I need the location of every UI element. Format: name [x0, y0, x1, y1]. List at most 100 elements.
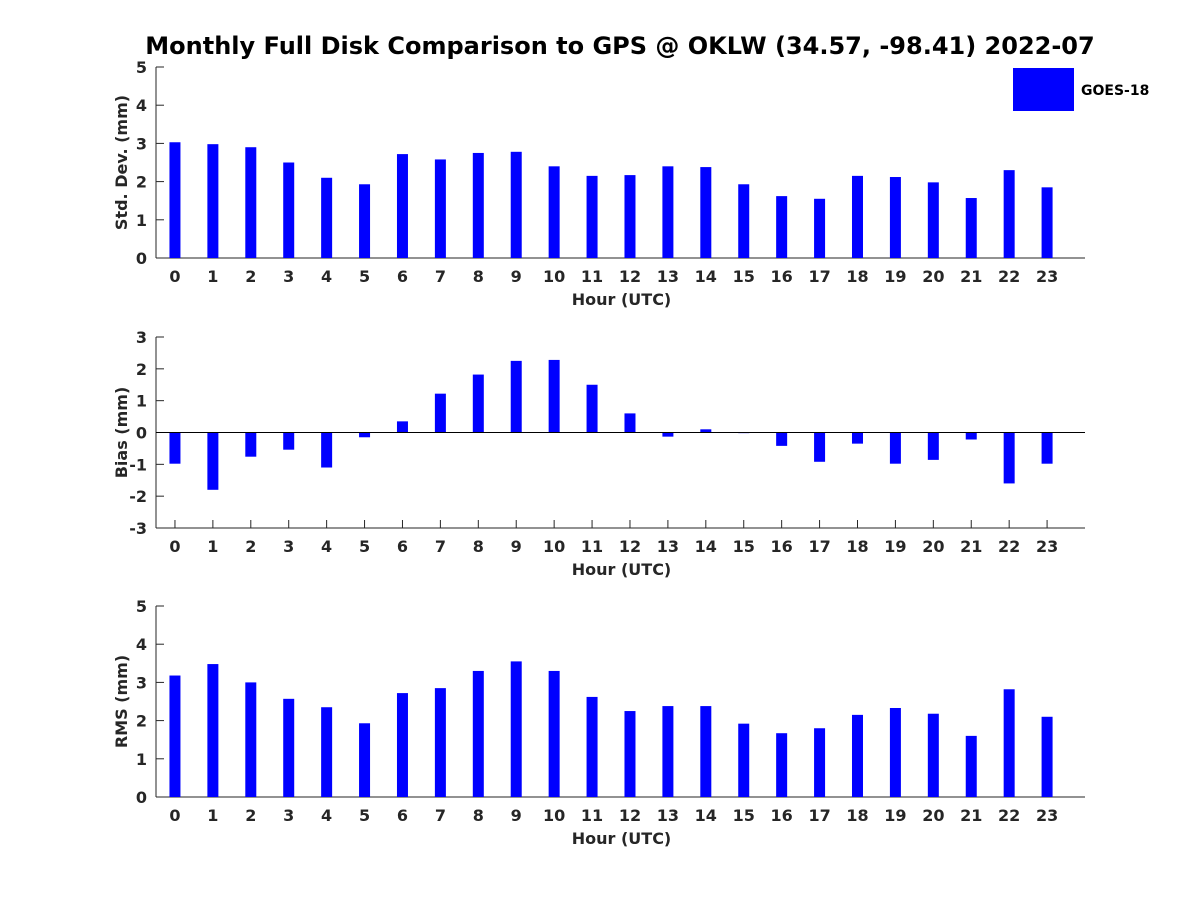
bar: [1041, 716, 1053, 797]
x-tick-label: 6: [397, 806, 408, 825]
x-tick-label: 1: [207, 537, 218, 556]
x-tick-label: 2: [245, 267, 256, 286]
bar: [434, 688, 446, 797]
x-tick-label: 20: [922, 267, 944, 286]
x-tick-label: 12: [619, 537, 641, 556]
x-tick-label: 12: [619, 806, 641, 825]
y-tick-label: -3: [129, 519, 147, 538]
bar: [321, 707, 333, 797]
legend-swatch: [1013, 68, 1074, 111]
x-tick-label: 3: [283, 806, 294, 825]
bar: [851, 432, 863, 444]
y-tick-label: 3: [136, 673, 147, 692]
bar: [169, 675, 181, 797]
bar: [700, 167, 712, 258]
y-tick-label: 2: [136, 360, 147, 379]
bar: [927, 432, 939, 460]
y-tick-label: 3: [136, 328, 147, 347]
bar: [510, 661, 522, 797]
x-tick-label: 13: [657, 267, 679, 286]
bar: [700, 706, 712, 797]
x-tick-label: 4: [321, 806, 332, 825]
x-tick-label: 8: [473, 537, 484, 556]
x-axis-label: Hour (UTC): [572, 290, 672, 309]
x-tick-label: 18: [846, 537, 868, 556]
y-tick-label: 0: [136, 424, 147, 443]
bar: [662, 166, 674, 258]
x-tick-label: 22: [998, 806, 1020, 825]
x-tick-label: 10: [543, 537, 565, 556]
legend-label: GOES-18: [1081, 83, 1149, 99]
bar: [586, 175, 598, 258]
bar: [965, 432, 977, 440]
x-tick-label: 5: [359, 806, 370, 825]
x-tick-label: 23: [1036, 537, 1058, 556]
bar: [662, 432, 674, 437]
y-axis-label: Std. Dev. (mm): [112, 95, 131, 230]
bar: [1041, 432, 1053, 464]
y-tick-label: 0: [136, 249, 147, 268]
bar: [548, 670, 560, 797]
bar: [1003, 170, 1015, 258]
y-tick-label: -2: [129, 487, 147, 506]
x-tick-label: 15: [733, 806, 755, 825]
y-tick-label: -1: [129, 455, 147, 474]
x-axis-label: Hour (UTC): [572, 560, 672, 579]
bar: [662, 706, 674, 797]
y-tick-label: 5: [136, 597, 147, 616]
bar: [889, 177, 901, 258]
x-tick-label: 16: [771, 267, 793, 286]
x-tick-label: 12: [619, 267, 641, 286]
bar: [624, 175, 636, 258]
x-tick-label: 1: [207, 806, 218, 825]
bar: [965, 198, 977, 258]
x-tick-label: 13: [657, 806, 679, 825]
bar: [472, 152, 484, 258]
bar: [472, 374, 484, 433]
y-tick-label: 1: [136, 392, 147, 411]
x-tick-label: 15: [733, 267, 755, 286]
legend: GOES-18: [1013, 68, 1149, 111]
bar: [851, 175, 863, 258]
bar: [434, 393, 446, 433]
x-tick-label: 23: [1036, 267, 1058, 286]
bar: [586, 384, 598, 433]
x-tick-label: 10: [543, 267, 565, 286]
bar: [321, 177, 333, 258]
y-axis-label: Bias (mm): [112, 387, 131, 479]
x-tick-label: 22: [998, 267, 1020, 286]
x-tick-label: 6: [397, 537, 408, 556]
bar: [359, 432, 371, 438]
x-tick-label: 21: [960, 806, 982, 825]
bar: [814, 198, 826, 258]
x-tick-label: 7: [435, 267, 446, 286]
bar: [245, 432, 257, 457]
bar: [851, 714, 863, 797]
bar: [207, 664, 219, 797]
y-tick-label: 4: [136, 96, 147, 115]
x-tick-label: 6: [397, 267, 408, 286]
x-tick-label: 7: [435, 537, 446, 556]
bar: [283, 162, 295, 258]
x-tick-label: 11: [581, 806, 603, 825]
bar: [396, 421, 408, 433]
x-tick-label: 14: [695, 806, 717, 825]
y-tick-label: 3: [136, 134, 147, 153]
x-tick-label: 21: [960, 537, 982, 556]
x-tick-label: 5: [359, 267, 370, 286]
x-tick-label: 21: [960, 267, 982, 286]
bar: [472, 670, 484, 797]
x-tick-label: 18: [846, 267, 868, 286]
bar: [396, 154, 408, 258]
x-tick-label: 16: [771, 806, 793, 825]
x-tick-label: 7: [435, 806, 446, 825]
x-tick-label: 9: [511, 537, 522, 556]
x-tick-label: 14: [695, 267, 717, 286]
x-tick-label: 11: [581, 537, 603, 556]
bar: [359, 184, 371, 258]
y-tick-label: 4: [136, 635, 147, 654]
bar: [1003, 689, 1015, 797]
bar: [776, 432, 788, 446]
